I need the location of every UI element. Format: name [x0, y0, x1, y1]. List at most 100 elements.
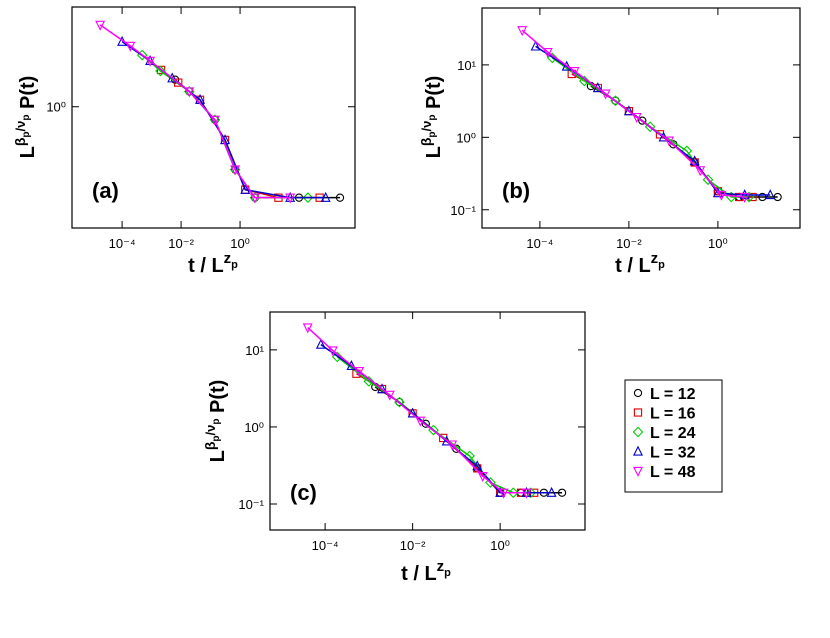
marker	[638, 116, 647, 125]
legend: L = 12 L = 16 L = 24 L = 32 L = 48	[624, 379, 723, 493]
marker	[561, 60, 572, 71]
plot-frame	[71, 6, 356, 229]
marker	[447, 440, 458, 451]
marker	[155, 65, 166, 77]
series-line	[336, 356, 531, 494]
marker	[611, 96, 620, 105]
marker	[716, 190, 727, 201]
x-label-part: t / L	[615, 255, 651, 277]
marker	[415, 416, 426, 427]
y-label-part: β	[12, 137, 28, 146]
marker	[240, 183, 251, 194]
series-line	[307, 326, 527, 494]
marker	[633, 408, 643, 417]
y-tick-label: 10⁰	[46, 100, 66, 115]
marker	[633, 466, 643, 477]
marker	[302, 323, 313, 334]
x-label-part: t / L	[188, 255, 224, 277]
panel-label: (a)	[92, 178, 119, 203]
y-label-part: p	[427, 115, 438, 121]
marker	[633, 445, 643, 456]
y-label-part: L	[423, 146, 445, 158]
x-label-part: z	[224, 250, 232, 267]
marker	[384, 390, 395, 401]
y-label-part: /ν	[203, 425, 218, 436]
marker	[542, 47, 553, 58]
marker	[498, 488, 509, 499]
y-tick-label: 10⁻¹	[450, 203, 476, 218]
y-axis-label: Lβp/νp P(t)	[12, 76, 39, 159]
marker	[421, 419, 430, 428]
marker	[167, 72, 178, 83]
marker	[184, 87, 195, 98]
y-label-part: L	[207, 450, 229, 462]
y-label-part: β	[202, 441, 218, 450]
y-tick-label: 10⁰	[244, 420, 264, 435]
marker	[557, 488, 567, 497]
plot-frame	[269, 311, 586, 531]
marker	[249, 193, 260, 204]
y-label-part: p	[21, 115, 32, 121]
x-label-part: t / L	[401, 563, 437, 585]
x-axis-label: t / Lzp	[401, 558, 451, 585]
marker	[633, 388, 643, 398]
marker	[477, 471, 488, 482]
legend-label: L = 24	[650, 425, 696, 442]
y-label-part: p	[211, 435, 222, 441]
marker	[274, 193, 283, 202]
marker	[579, 75, 590, 87]
series-line	[174, 79, 341, 199]
legend-frame	[624, 379, 723, 493]
x-tick-label: 10⁰	[230, 236, 250, 251]
marker	[702, 174, 714, 186]
marker	[631, 112, 642, 123]
x-tick-label: 10⁻²	[400, 538, 426, 553]
marker	[95, 20, 106, 31]
y-tick-label: 10¹	[245, 343, 264, 358]
x-label-part: p	[231, 259, 238, 271]
marker	[507, 487, 519, 499]
y-label-part: /ν	[419, 121, 434, 132]
y-label-part: β	[418, 137, 434, 146]
marker	[758, 192, 767, 202]
marker	[327, 346, 338, 357]
x-label-part: z	[437, 558, 445, 575]
y-tick-label: 10⁻¹	[238, 497, 264, 512]
legend-label: L = 16	[650, 406, 696, 423]
marker	[592, 82, 603, 93]
marker	[521, 488, 532, 499]
y-label-part: p	[427, 131, 438, 137]
marker	[230, 165, 241, 176]
marker	[395, 397, 404, 407]
legend-label: L = 48	[650, 464, 696, 481]
x-label-part: z	[651, 250, 659, 267]
marker	[209, 115, 220, 126]
marker	[485, 477, 496, 488]
panel-label: (c)	[290, 480, 317, 505]
x-label-part: p	[658, 259, 665, 271]
x-tick-label: 10⁻²	[616, 236, 642, 251]
x-tick-label: 10⁻²	[168, 236, 194, 251]
y-label-part: P(t)	[207, 380, 229, 419]
plot-frame	[481, 7, 801, 229]
x-axis-label: t / Lzp	[188, 250, 238, 277]
marker	[302, 192, 314, 204]
marker	[346, 360, 357, 371]
series-line	[99, 24, 291, 199]
marker	[145, 56, 156, 67]
marker	[331, 351, 343, 363]
marker	[739, 192, 750, 203]
series-line	[521, 29, 745, 198]
marker	[377, 383, 388, 394]
marker	[530, 40, 541, 51]
x-tick-label: 10⁰	[708, 236, 728, 251]
y-label-part: P(t)	[423, 76, 445, 115]
marker	[517, 26, 528, 37]
y-label-part: L	[17, 146, 39, 158]
y-axis-label: Lβp/νp P(t)	[418, 76, 445, 159]
marker	[632, 426, 644, 438]
y-tick-label: 10⁰	[456, 130, 476, 145]
